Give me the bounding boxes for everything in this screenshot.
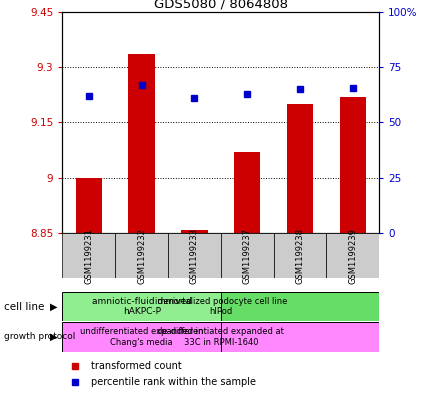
Bar — [273, 233, 326, 278]
Text: undifferentiated expanded in
Chang's media: undifferentiated expanded in Chang's med… — [80, 327, 203, 347]
Text: ▶: ▶ — [50, 332, 58, 342]
Text: GSM1199233: GSM1199233 — [190, 228, 199, 284]
Text: growth protocol: growth protocol — [4, 332, 76, 342]
Bar — [168, 233, 220, 278]
Bar — [220, 233, 273, 278]
Text: amniotic-fluid derived
hAKPC-P: amniotic-fluid derived hAKPC-P — [92, 297, 191, 316]
Text: ▶: ▶ — [50, 302, 58, 312]
Bar — [76, 178, 102, 233]
Bar — [181, 230, 207, 233]
Bar — [62, 292, 221, 321]
Bar — [286, 104, 313, 233]
Bar — [221, 322, 378, 352]
Text: percentile rank within the sample: percentile rank within the sample — [91, 377, 255, 387]
Text: GSM1199232: GSM1199232 — [137, 228, 146, 284]
Text: GSM1199231: GSM1199231 — [84, 228, 93, 284]
Bar — [339, 97, 365, 233]
Text: transformed count: transformed count — [91, 362, 181, 371]
Text: de-differentiated expanded at
33C in RPMI-1640: de-differentiated expanded at 33C in RPM… — [157, 327, 284, 347]
Bar — [128, 54, 154, 233]
Bar — [233, 152, 260, 233]
Bar — [115, 233, 168, 278]
Bar — [62, 233, 115, 278]
Text: GSM1199238: GSM1199238 — [295, 228, 304, 284]
Text: cell line: cell line — [4, 302, 45, 312]
Title: GDS5080 / 8064808: GDS5080 / 8064808 — [154, 0, 287, 11]
Bar — [221, 292, 378, 321]
Text: immortalized podocyte cell line
hIPod: immortalized podocyte cell line hIPod — [154, 297, 286, 316]
Text: GSM1199239: GSM1199239 — [347, 228, 356, 284]
Text: GSM1199237: GSM1199237 — [242, 228, 251, 284]
Bar — [326, 233, 378, 278]
Bar — [62, 322, 221, 352]
